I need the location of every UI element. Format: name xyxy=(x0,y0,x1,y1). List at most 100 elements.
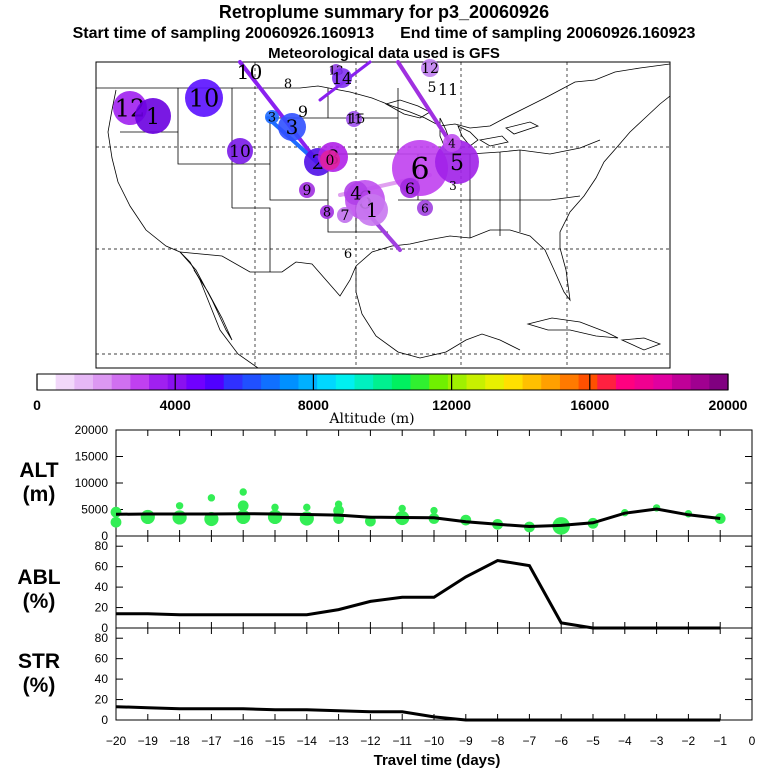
colorbar-swatch xyxy=(335,374,356,390)
colorbar-swatch xyxy=(373,374,393,390)
y-tick-label: 0 xyxy=(101,529,108,543)
x-axis-label: Travel time (days) xyxy=(374,752,501,768)
pacific-coast xyxy=(107,89,259,368)
colorbar-swatch xyxy=(167,374,188,390)
colorbar-tick-label: 8000 xyxy=(298,397,329,413)
colorbar-swatch xyxy=(466,374,486,390)
plume-day-label: 0 xyxy=(326,153,335,169)
plume-day-label: 11 xyxy=(438,80,458,99)
x-tick-label: −5 xyxy=(586,734,600,748)
plume-blob xyxy=(435,140,479,184)
plume-blob xyxy=(337,207,353,223)
y-tick-label: 0 xyxy=(101,713,108,727)
x-tick-label: −4 xyxy=(618,734,632,748)
met-data-label: Meteorological data used is GFS xyxy=(268,45,500,62)
altitude-point xyxy=(334,500,343,508)
plume-day-label: 4 xyxy=(448,136,456,150)
y-tick-label: 20000 xyxy=(75,423,109,437)
colorbar-swatch xyxy=(149,374,169,390)
colorbar-swatch xyxy=(578,374,598,390)
altitude-point xyxy=(714,513,726,524)
us-mexico-border xyxy=(179,251,357,297)
plume-blob xyxy=(320,205,334,219)
x-tick-label: −14 xyxy=(297,734,318,748)
altitude-point xyxy=(140,509,155,525)
colorbar-swatch xyxy=(429,374,449,390)
y-tick-label: 10000 xyxy=(75,476,109,490)
altitude-point xyxy=(237,500,249,512)
plume-blob xyxy=(400,178,420,198)
plume-day-label: 6 xyxy=(405,179,415,198)
plume-day-label: 5 xyxy=(428,80,437,96)
baja-california xyxy=(179,251,233,341)
colorbar-swatch xyxy=(671,374,692,390)
colorbar-swatch xyxy=(55,374,75,390)
panel-str: 0 20 40 60 80 STR(%) xyxy=(18,627,753,727)
x-tick-label: −7 xyxy=(523,734,537,748)
colorbar-tick-label: 0 xyxy=(33,397,41,413)
end-time-label: End time of sampling 20060926.160923 xyxy=(400,25,696,42)
x-tick-label: 0 xyxy=(749,734,756,748)
x-tick-label: −15 xyxy=(265,734,286,748)
plume-day-label: 9 xyxy=(298,102,308,121)
colorbar-swatch xyxy=(410,374,430,390)
str-line xyxy=(115,705,721,722)
y-tick-label: 40 xyxy=(95,672,109,686)
colorbar-swatch xyxy=(279,374,300,390)
trajectory-line xyxy=(396,60,457,152)
altitude-point xyxy=(172,510,187,525)
x-tick-label: −16 xyxy=(233,734,254,748)
colorbar-swatch xyxy=(391,374,412,390)
colorbar-swatch xyxy=(503,374,524,390)
colorbar-swatch xyxy=(522,374,542,390)
mexico-coast xyxy=(355,266,521,359)
plume-day-label: 3 xyxy=(449,179,457,193)
altitude-colorbar: 0 4000 8000 12000 16000 20000 Altitude (m) xyxy=(33,373,748,427)
plume-day-label: 3 xyxy=(268,111,276,126)
altitude-point xyxy=(267,509,283,525)
panel-abl: 0 20 40 60 80 ABL(%) xyxy=(17,535,753,635)
mean-altitude-line xyxy=(115,507,721,529)
x-tick-label: −11 xyxy=(392,734,412,748)
plume-blob xyxy=(417,200,433,216)
altitude-point xyxy=(110,516,122,528)
map-panel: 1211033102896416567811131412604108651115… xyxy=(95,59,671,369)
colorbar-swatch xyxy=(298,374,318,390)
colorbar-swatch xyxy=(447,374,468,390)
x-tick-label: −13 xyxy=(328,734,349,748)
panel-unit: (%) xyxy=(23,674,56,697)
trajectory-line xyxy=(238,60,322,167)
x-tick-label: −10 xyxy=(424,734,445,748)
plume-day-label: 6 xyxy=(421,201,429,215)
panel-alt: 0 5000 10000 15000 20000 ALT(m) xyxy=(19,423,753,543)
plume-day-label: 11 xyxy=(346,113,363,128)
colorbar-tick-label: 16000 xyxy=(570,397,609,413)
plume-blob xyxy=(299,182,315,198)
colorbar-swatch xyxy=(354,374,374,390)
altitude-point xyxy=(303,503,311,512)
start-time-label: Start time of sampling 20060926.160913 xyxy=(72,25,375,42)
plume-blob xyxy=(265,110,279,124)
plume-day-label: 8 xyxy=(284,77,292,92)
colorbar-swatch xyxy=(317,374,337,390)
plume-blob xyxy=(443,134,461,152)
hispaniola xyxy=(620,337,662,351)
x-tick-label: −19 xyxy=(138,734,159,748)
colorbar-swatch xyxy=(653,374,673,390)
colorbar-swatch xyxy=(634,374,654,390)
abl-line xyxy=(116,558,721,630)
altitude-point xyxy=(110,506,122,518)
colorbar-swatch xyxy=(541,374,561,390)
plume-blob xyxy=(135,98,171,134)
plume-day-label: 5 xyxy=(450,151,464,176)
panel-unit: (%) xyxy=(23,590,56,613)
y-tick-label: 80 xyxy=(95,631,109,645)
colorbar-swatch xyxy=(690,374,710,390)
altitude-point xyxy=(239,488,247,496)
plume-day-label: 12 xyxy=(421,61,439,77)
colorbar-swatch xyxy=(709,374,729,390)
x-tick-label: −9 xyxy=(459,734,473,748)
plume-day-label: 10 xyxy=(189,85,220,113)
plume-blob xyxy=(278,113,306,141)
